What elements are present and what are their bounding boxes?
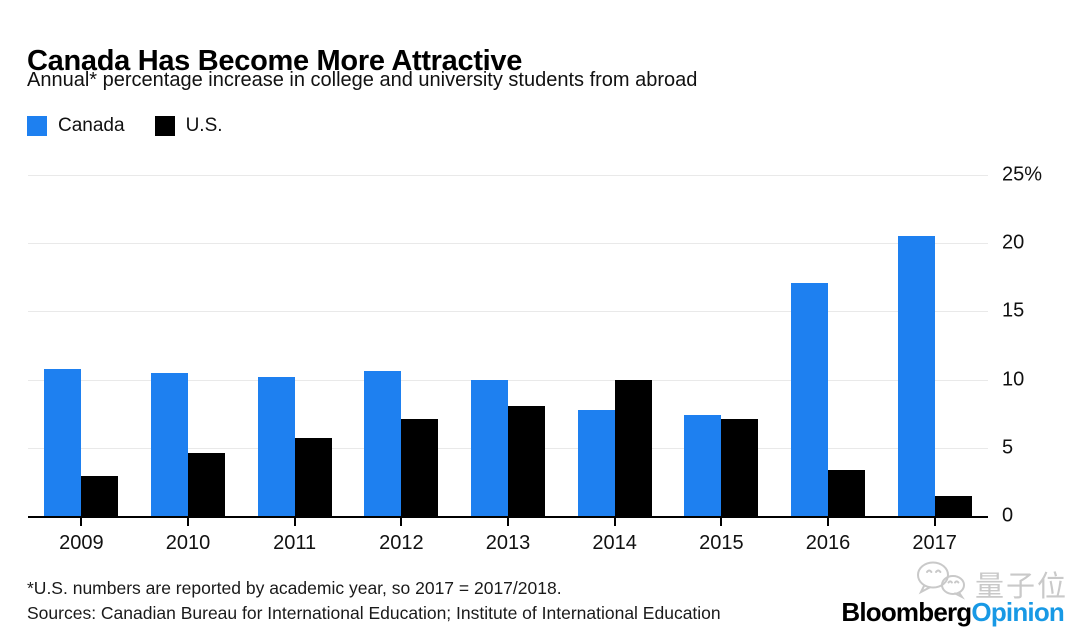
x-tick-2012 — [400, 518, 403, 526]
bar-canada-2011 — [257, 376, 295, 516]
y-tick-label-15: 15 — [1002, 299, 1025, 322]
x-tick-2016 — [827, 518, 829, 526]
y-tick-label-10: 10 — [1002, 368, 1025, 391]
canada-swatch-icon — [27, 116, 47, 136]
x-label-2017: 2017 — [912, 532, 957, 554]
bar-us-2016 — [828, 469, 865, 516]
bar-us-2009 — [81, 476, 119, 516]
bar-canada-2009 — [44, 368, 82, 516]
x-label-2013: 2013 — [485, 532, 531, 554]
legend-label-us: U.S. — [185, 115, 223, 136]
gridline-20 — [28, 243, 988, 245]
x-label-2012: 2012 — [379, 532, 424, 554]
page-title: Canada Has Become More Attractive — [27, 45, 523, 78]
x-tick-2010 — [187, 518, 189, 526]
x-label-2014: 2014 — [592, 532, 637, 554]
x-tick-2017 — [933, 518, 936, 526]
x-label-2009: 2009 — [59, 532, 104, 554]
gridline-15 — [28, 311, 988, 313]
y-tick-label-20: 20 — [1002, 231, 1025, 254]
bar-us-2017 — [934, 495, 972, 516]
legend-item-canada: Canada — [27, 115, 125, 137]
bar-canada-2017 — [897, 236, 935, 516]
logo-opinion: Opinion — [971, 597, 1064, 627]
bar-us-2015 — [721, 419, 759, 516]
y-tick-label-5: 5 — [1002, 436, 1014, 459]
legend-label-canada: Canada — [58, 115, 125, 136]
chart-subtitle: Annual* percentage increase in college a… — [27, 69, 698, 91]
bar-us-2010 — [188, 453, 225, 516]
logo-bloomberg: Bloomberg — [841, 597, 972, 627]
y-tick-label-0: 0 — [1002, 504, 1014, 527]
bar-us-2014 — [614, 379, 652, 516]
x-tick-2009 — [80, 518, 83, 526]
y-tick-label-25: 25% — [1002, 163, 1043, 186]
bar-canada-2015 — [684, 415, 722, 516]
gridline-25 — [28, 175, 988, 176]
bar-us-2013 — [508, 405, 545, 516]
wechat-bubbles-icon — [914, 560, 968, 608]
bloomberg-opinion-logo: BloombergOpinion — [838, 597, 1065, 628]
x-label-2015: 2015 — [699, 532, 744, 554]
x-label-2016: 2016 — [805, 532, 851, 554]
bar-us-2011 — [294, 438, 332, 516]
x-tick-2015 — [720, 518, 723, 526]
x-label-2011: 2011 — [273, 532, 317, 554]
bar-canada-2016 — [791, 282, 828, 516]
x-tick-2011 — [293, 518, 296, 526]
gridline-10 — [28, 379, 988, 381]
x-tick-2013 — [507, 518, 509, 526]
chart-sources: Sources: Canadian Bureau for Internation… — [27, 603, 721, 623]
plot-area: 2009 2010 2011 2012 2013 2014 2015 2016 2017 — [28, 175, 988, 554]
legend-item-us: U.S. — [154, 115, 223, 137]
chart-legend: Canada U.S. — [27, 115, 223, 137]
x-tick-2014 — [613, 518, 616, 526]
bar-canada-2010 — [151, 372, 188, 516]
bar-canada-2012 — [364, 371, 402, 516]
bar-us-2012 — [401, 419, 439, 516]
us-swatch-icon — [154, 116, 175, 136]
watermark-text: 量子位 — [974, 571, 1068, 603]
chart-footnote: *U.S. numbers are reported by academic y… — [27, 578, 562, 598]
bar-canada-2014 — [577, 409, 615, 516]
x-label-2010: 2010 — [165, 532, 211, 554]
bar-canada-2013 — [471, 379, 508, 516]
qbitai-watermark: 量子位 — [914, 560, 1068, 608]
